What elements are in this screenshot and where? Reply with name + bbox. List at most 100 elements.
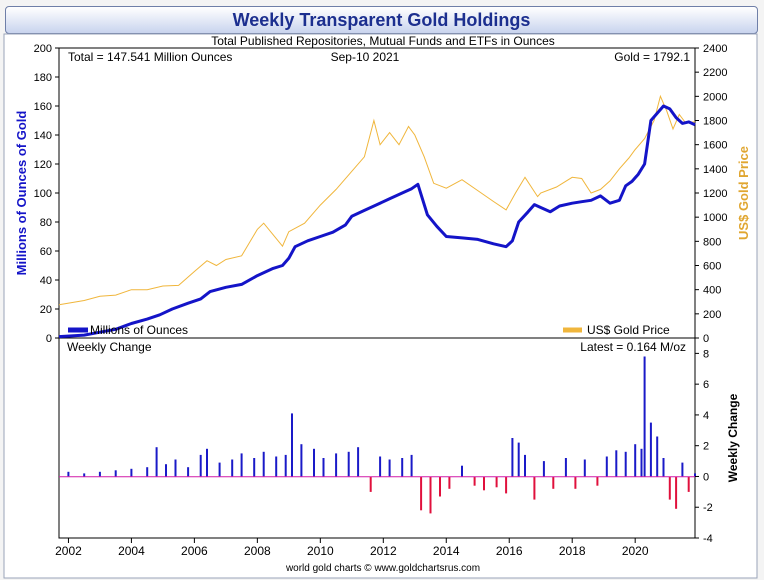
weekly-change-bar (656, 436, 659, 477)
latest-label: Latest = 0.164 M/oz (580, 340, 686, 354)
right-axis-title: US$ Gold Price (736, 146, 751, 240)
weekly-change-bar (379, 456, 382, 477)
x-tick-label: 2006 (181, 544, 208, 558)
weekly-change-bar (291, 413, 293, 477)
x-tick-label: 2010 (307, 544, 334, 558)
weekly-change-bar (615, 450, 618, 477)
weekly-change-bar (668, 476, 671, 500)
chart-title: Weekly Transparent Gold Holdings (232, 10, 531, 30)
weekly-change-bar (687, 476, 690, 492)
chart-subtitle: Total Published Repositories, Mutual Fun… (211, 34, 555, 48)
weekly-change-bar (461, 465, 463, 477)
weekly-change-bar (357, 447, 360, 477)
weekly-axis-title: Weekly Change (726, 393, 740, 482)
x-tick-label: 2004 (118, 544, 145, 558)
left-tick-label: 60 (40, 246, 52, 258)
left-tick-label: 20 (40, 304, 52, 316)
holdings-line (58, 104, 696, 339)
weekly-change-bar (624, 451, 627, 477)
weekly-tick-label: 4 (703, 410, 709, 422)
left-tick-label: 200 (34, 43, 52, 55)
left-tick-label: 120 (34, 159, 52, 171)
x-tick-label: 2002 (55, 544, 82, 558)
weekly-change-bar (275, 456, 278, 477)
total-label: Total = 147.541 Million Ounces (68, 50, 232, 64)
weekly-axis-ticks: -4 -2 0 2 4 6 8 (695, 348, 713, 545)
weekly-change-bar (347, 451, 350, 477)
weekly-change-bar (505, 476, 508, 494)
weekly-change-bar (583, 459, 586, 477)
x-axis-ticks: 2002 2004 2006 2008 2010 2012 2014 2016 2018 2020 (55, 538, 649, 558)
weekly-change-bar (410, 454, 413, 477)
right-axis-ticks: 0 200 400 600 800 1000 1200 1400 1600 1800 2000 220… (695, 43, 727, 345)
weekly-change-bar (199, 454, 202, 477)
weekly-change-label: Weekly Change (67, 340, 152, 354)
x-tick-label: 2016 (496, 544, 523, 558)
weekly-change-bar (524, 454, 526, 477)
weekly-change-bar (155, 447, 158, 477)
weekly-change-bar (187, 467, 190, 477)
bottom-panel-border (58, 337, 696, 539)
weekly-tick-label: 8 (703, 348, 709, 360)
right-tick-label: 2000 (703, 91, 727, 103)
weekly-tick-label: 2 (703, 441, 709, 453)
weekly-change-bar (439, 476, 441, 497)
date-label: Sep-10 2021 (331, 50, 400, 64)
weekly-change-bar (253, 458, 256, 477)
weekly-change-bar (83, 473, 86, 477)
weekly-change-bar (114, 470, 117, 477)
weekly-change-bar (369, 476, 372, 492)
weekly-change-bar (231, 459, 234, 477)
gold-price-line (58, 94, 696, 306)
right-tick-label: 2200 (703, 67, 727, 79)
weekly-change-bar (262, 451, 265, 477)
weekly-change-bar (596, 476, 599, 486)
weekly-change-bar (483, 476, 485, 491)
left-tick-label: 100 (34, 188, 52, 200)
source-credit: world gold charts © www.goldchartsrus.co… (285, 563, 480, 574)
x-tick-label: 2014 (433, 544, 460, 558)
weekly-change-bar (634, 444, 637, 477)
legend-gold-label: US$ Gold Price (587, 323, 670, 337)
x-tick-label: 2020 (622, 544, 649, 558)
left-tick-label: 80 (40, 217, 52, 229)
weekly-change-bar (240, 453, 243, 477)
weekly-change-bar (165, 464, 167, 477)
weekly-change-bar (300, 444, 303, 477)
weekly-change-bar (605, 456, 608, 477)
weekly-change-bar (67, 471, 70, 477)
weekly-tick-label: 6 (703, 379, 709, 391)
right-tick-label: 1000 (703, 212, 727, 224)
weekly-change-bar (388, 459, 391, 477)
right-tick-label: 1200 (703, 188, 727, 200)
weekly-change-bar (473, 476, 476, 486)
left-tick-label: 160 (34, 101, 52, 113)
left-axis-ticks: 0 20 40 60 80 100 120 140 160 180 200 (34, 43, 59, 345)
weekly-change-bar (640, 448, 643, 477)
weekly-change-bar (448, 476, 451, 489)
chart-title-bar: Weekly Transparent Gold Holdings (5, 6, 758, 34)
weekly-change-bar (574, 476, 577, 489)
weekly-change-bar (130, 468, 133, 477)
weekly-change-bar (322, 458, 325, 477)
right-tick-label: 1600 (703, 140, 727, 152)
weekly-change-bar (284, 454, 287, 477)
weekly-change-bar (420, 476, 423, 511)
x-tick-label: 2012 (370, 544, 397, 558)
weekly-change-bar (218, 462, 221, 477)
weekly-change-bar (542, 461, 545, 477)
weekly-change-bar (206, 448, 208, 477)
weekly-change-bars (67, 356, 696, 514)
x-tick-label: 2008 (244, 544, 271, 558)
right-tick-label: 400 (703, 285, 721, 297)
weekly-change-bar (694, 473, 696, 477)
left-tick-label: 40 (40, 275, 52, 287)
weekly-change-bar (662, 458, 665, 477)
weekly-tick-label: -2 (703, 502, 713, 514)
weekly-change-bar (517, 442, 520, 477)
weekly-change-bar (335, 453, 338, 477)
weekly-change-bar (649, 422, 652, 477)
legend-holdings-label: Millions of Ounces (90, 323, 188, 337)
